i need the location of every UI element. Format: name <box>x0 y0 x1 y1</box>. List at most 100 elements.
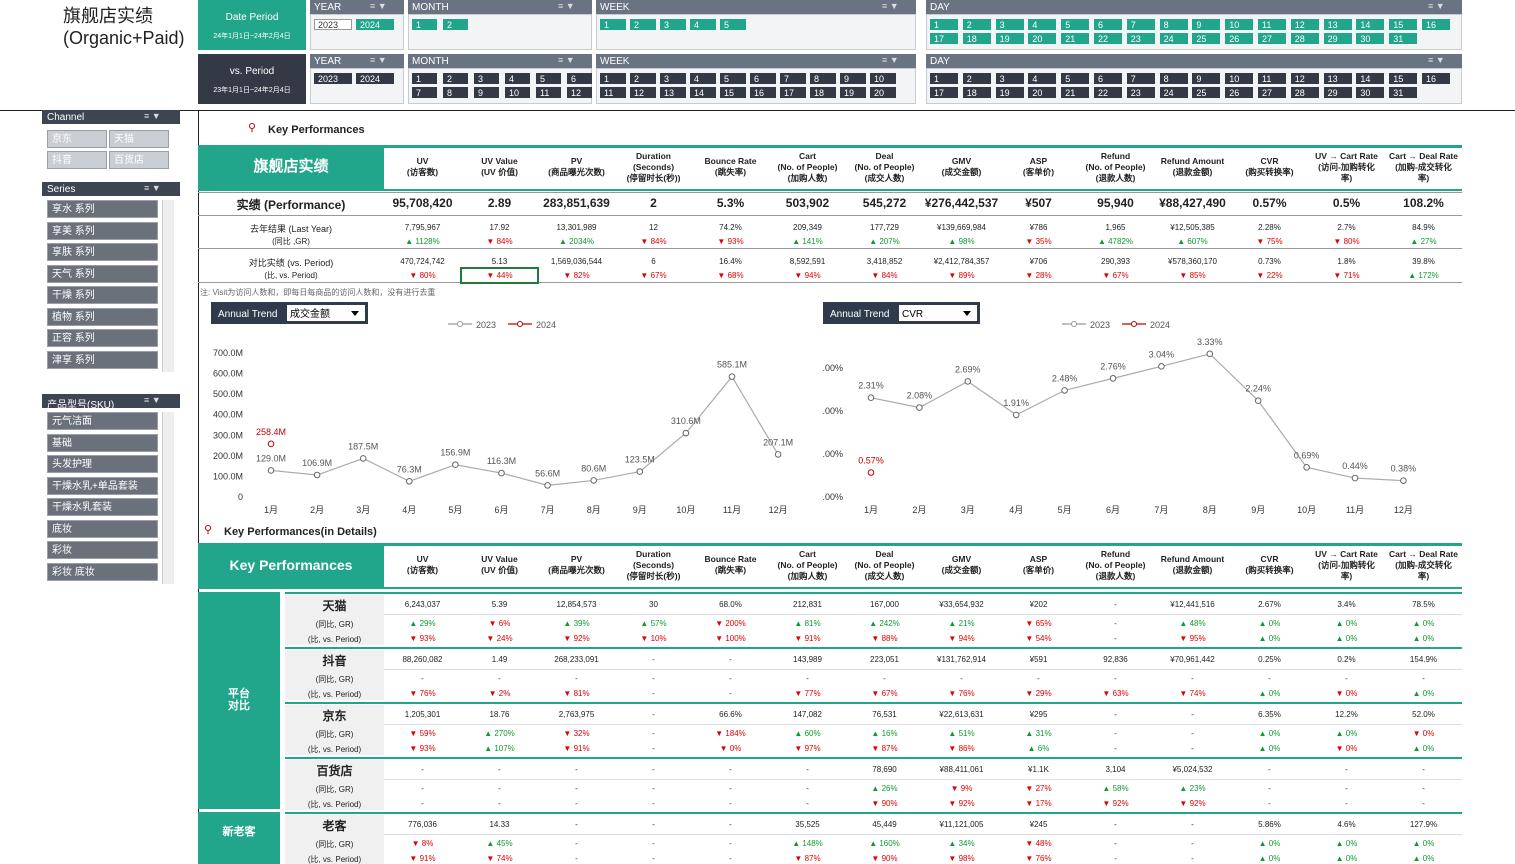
slicer-item[interactable]: 13 <box>660 87 686 98</box>
slicer-item[interactable]: 百货店 <box>109 151 169 169</box>
slicer-item[interactable]: 干燥水乳套装 <box>47 498 158 516</box>
slicer-item[interactable]: 18 <box>810 87 836 98</box>
slicer-item[interactable]: 1 <box>412 19 437 30</box>
slicer-item[interactable]: 享美 系列 <box>47 221 158 240</box>
slicer-item[interactable]: 抖音 <box>47 151 107 169</box>
slicer-item[interactable]: 天气 系列 <box>47 264 158 283</box>
slicer-item[interactable]: 2024 <box>356 73 394 84</box>
slicer-item[interactable]: 27 <box>1258 87 1286 98</box>
slicer-item[interactable]: 23 <box>1126 87 1155 98</box>
dropdown[interactable] <box>287 305 365 321</box>
slicer-item[interactable]: 2 <box>443 19 468 30</box>
slicer-item[interactable]: 20 <box>1028 87 1057 98</box>
slicer-item[interactable]: 2024 <box>356 19 394 30</box>
slicer-item[interactable]: 17 <box>930 87 958 98</box>
slicer-item[interactable]: 31 <box>1389 87 1418 98</box>
slicer-item[interactable]: 底妆 <box>47 519 158 538</box>
slicer-item[interactable]: 24 <box>1159 33 1188 44</box>
slicer-item[interactable]: 12 <box>1290 19 1319 30</box>
slicer-item[interactable]: 彩妆 底妆 <box>47 562 158 581</box>
slicer-item[interactable]: 彩妆 <box>47 541 158 559</box>
slicer-item[interactable]: 享水 系列 <box>47 200 158 218</box>
slicer-item[interactable]: 4 <box>505 73 530 84</box>
slicer-item[interactable]: 基础 <box>47 433 158 452</box>
slicer-item[interactable]: 15 <box>1389 19 1418 30</box>
slicer-item[interactable]: 5 <box>720 73 746 84</box>
slicer-item[interactable]: 29 <box>1323 33 1352 44</box>
slicer-item[interactable]: 1 <box>412 73 437 84</box>
slicer-item[interactable]: 3 <box>474 73 499 84</box>
slicer-item[interactable]: 元气洁面 <box>47 412 158 430</box>
slicer-item[interactable]: 10 <box>505 87 530 98</box>
slicer-item[interactable]: 14 <box>1356 19 1385 30</box>
slicer-item[interactable]: 6 <box>1094 73 1122 84</box>
slicer-item[interactable]: 26 <box>1225 33 1254 44</box>
slicer-item[interactable]: 13 <box>1323 73 1352 84</box>
slicer-item[interactable]: 25 <box>1192 33 1221 44</box>
slicer-item[interactable]: 5 <box>720 19 746 30</box>
slicer-item[interactable]: 12 <box>1290 73 1319 84</box>
slicer-item[interactable]: 3 <box>660 19 686 30</box>
slicer-item[interactable]: 16 <box>1422 73 1450 84</box>
slicer-item[interactable]: 干燥 系列 <box>47 286 158 304</box>
slicer-item[interactable]: 植物 系列 <box>47 307 158 326</box>
slicer-item[interactable]: 4 <box>1028 73 1057 84</box>
slicer-item[interactable]: 9 <box>1192 73 1221 84</box>
slicer-item[interactable]: 正容 系列 <box>47 329 158 347</box>
slicer-item[interactable]: 10 <box>1225 73 1254 84</box>
slicer-item[interactable]: 30 <box>1356 87 1385 98</box>
slicer-item[interactable]: 25 <box>1192 87 1221 98</box>
slicer-item[interactable]: 15 <box>1389 73 1418 84</box>
slicer-item[interactable]: 3 <box>995 73 1024 84</box>
slicer-item[interactable]: 8 <box>810 73 836 84</box>
slicer-item[interactable]: 8 <box>1159 73 1188 84</box>
slicer-item[interactable]: 12 <box>567 87 592 98</box>
slicer-item[interactable]: 17 <box>930 33 958 44</box>
slicer-item[interactable]: 京东 <box>47 130 107 148</box>
slicer-item[interactable]: 16 <box>750 87 776 98</box>
slicer-item[interactable]: 干燥水乳+单品套装 <box>47 476 158 495</box>
slicer-item[interactable]: 4 <box>690 73 716 84</box>
slicer-item[interactable]: 1 <box>600 19 626 30</box>
slicer-item[interactable]: 18 <box>962 33 991 44</box>
slicer-item[interactable]: 28 <box>1290 87 1319 98</box>
slicer-item[interactable]: 14 <box>690 87 716 98</box>
slicer-item[interactable]: 20 <box>1028 33 1057 44</box>
slicer-item[interactable]: 5 <box>536 73 561 84</box>
slicer-item[interactable]: 27 <box>1258 33 1286 44</box>
slicer-item[interactable]: 19 <box>995 33 1024 44</box>
slicer-item[interactable]: 3 <box>995 19 1024 30</box>
slicer-item[interactable]: 6 <box>750 73 776 84</box>
slicer-item[interactable]: 2 <box>962 73 991 84</box>
slicer-item[interactable]: 天猫 <box>109 130 169 148</box>
slicer-item[interactable]: 1 <box>930 73 958 84</box>
slicer-item[interactable]: 2 <box>630 19 656 30</box>
slicer-item[interactable]: 9 <box>840 73 866 84</box>
slicer-item[interactable]: 4 <box>1028 19 1057 30</box>
slicer-item[interactable]: 4 <box>690 19 716 30</box>
slicer-item[interactable]: 1 <box>930 19 958 30</box>
slicer-item[interactable]: 15 <box>720 87 746 98</box>
slicer-item[interactable]: 11 <box>1258 73 1286 84</box>
slicer-item[interactable]: 19 <box>840 87 866 98</box>
slicer-item[interactable]: 1 <box>600 73 626 84</box>
slicer-item[interactable]: 7 <box>412 87 437 98</box>
slicer-item[interactable]: 22 <box>1094 33 1122 44</box>
slicer-item[interactable]: 22 <box>1094 87 1122 98</box>
slicer-item[interactable]: 14 <box>1356 73 1385 84</box>
slicer-item[interactable]: 19 <box>995 87 1024 98</box>
slicer-item[interactable]: 7 <box>1126 73 1155 84</box>
slicer-item[interactable]: 9 <box>474 87 499 98</box>
slicer-item[interactable]: 8 <box>443 87 468 98</box>
slicer-item[interactable]: 21 <box>1061 87 1090 98</box>
slicer-item[interactable]: 2023 <box>314 19 352 30</box>
slicer-item[interactable]: 11 <box>1258 19 1286 30</box>
slicer-item[interactable]: 5 <box>1061 73 1090 84</box>
slicer-item[interactable]: 30 <box>1356 33 1385 44</box>
slicer-item[interactable]: 11 <box>536 87 561 98</box>
slicer-item[interactable]: 2023 <box>314 73 352 84</box>
slicer-item[interactable]: 2 <box>443 73 468 84</box>
slicer-item[interactable]: 16 <box>1422 19 1450 30</box>
slicer-item[interactable]: 7 <box>1126 19 1155 30</box>
slicer-item[interactable]: 头发护理 <box>47 455 158 473</box>
